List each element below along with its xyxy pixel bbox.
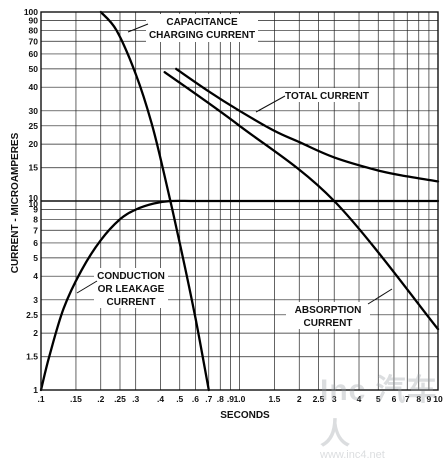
y-tick-label: 4 [33, 271, 38, 281]
y-tick-label: 25 [29, 121, 39, 131]
y-tick-label: 100 [24, 7, 38, 17]
y-tick-label: 40 [29, 82, 39, 92]
annotation-capacitance-line1: CAPACITANCE [166, 17, 238, 28]
y-tick-label: 6 [33, 238, 38, 248]
y-tick-label: 3 [33, 295, 38, 305]
x-tick-label: 1.5 [269, 394, 281, 404]
y-tick-label: 80 [29, 25, 39, 35]
x-tick-label: 2 [297, 394, 302, 404]
y-tick-label: 60 [29, 49, 39, 59]
annotation-capacitance-line2: CHARGING CURRENT [149, 30, 255, 41]
x-tick-label: .2 [97, 394, 104, 404]
x-tick-label: 10 [433, 394, 443, 404]
x-tick-label: 1.0 [234, 394, 246, 404]
x-tick-label: .25 [114, 394, 126, 404]
y-axis-title: CURRENT - MICROAMPERES [10, 132, 21, 273]
y-tick-label: 90 [29, 16, 39, 26]
annotation-capacitance-leader [127, 23, 149, 33]
y-tick-label: 7 [33, 225, 38, 235]
annotation-total: TOTAL CURRENT [255, 88, 370, 113]
x-tick-label: 5 [376, 394, 381, 404]
y-tick-label: 70 [29, 36, 39, 46]
annotation-conduction-line3: CURRENT [107, 297, 156, 308]
y-tick-label: 2.5 [26, 310, 38, 320]
x-axis-title: SECONDS [220, 410, 270, 421]
curves [39, 10, 440, 392]
y-tick-label: 5 [33, 253, 38, 263]
annotation-absorption: ABSORPTION CURRENT [286, 288, 393, 329]
x-tick-label: 6 [392, 394, 397, 404]
y-tick-label: 10 [29, 193, 39, 203]
x-tick-label: .7 [205, 394, 212, 404]
annotation-capacitance: CAPACITANCE CHARGING CURRENT [127, 14, 258, 42]
x-tick-label: 3 [332, 394, 337, 404]
x-tick-label: .15 [70, 394, 82, 404]
x-tick-label: 9 [427, 394, 432, 404]
plot-frame [40, 11, 439, 391]
y-tick-label: 30 [29, 106, 39, 116]
y-tick-label: 2 [33, 328, 38, 338]
annotation-total-leader [255, 95, 286, 113]
conduction-curve [39, 199, 440, 392]
annotation-conduction-leader [76, 280, 98, 294]
x-tick-label: .5 [176, 394, 183, 404]
y-tick-label: 8 [33, 214, 38, 224]
x-tick-label: .4 [157, 394, 164, 404]
y-tick-label: 20 [29, 139, 39, 149]
x-tick-label: 4 [357, 394, 362, 404]
x-tick-label: 7 [405, 394, 410, 404]
annotation-absorption-leader [367, 288, 393, 305]
x-tick-label: .6 [192, 394, 199, 404]
y-tick-label: 10 [29, 199, 39, 209]
x-tick-label: .3 [132, 394, 139, 404]
y-tick-label: 1 [33, 385, 38, 395]
y-tick-label: 1.5 [26, 352, 38, 362]
absorption-curve [163, 71, 440, 331]
tick-labels: .1.15.2.25.3.4.5.6.7.8.9 1.0 1.5 2 2.5 3 4 5 6 7 8… [24, 7, 443, 404]
annotation-total-line1: TOTAL CURRENT [285, 91, 369, 102]
y-tick-label: 15 [29, 163, 39, 173]
capacitance-curve [99, 10, 210, 392]
annotation-absorption-line1: ABSORPTION [295, 305, 362, 316]
y-tick-label: 9 [33, 205, 38, 215]
annotation-conduction-line1: CONDUCTION [97, 271, 165, 282]
y-tick-label: 50 [29, 64, 39, 74]
total-curve [175, 67, 440, 183]
x-tick-label: .1 [37, 394, 44, 404]
annotation-absorption-line2: CURRENT [304, 318, 353, 329]
watermark-url: www.inc4.net [320, 449, 385, 461]
x-tick-label: 2.5 [313, 394, 325, 404]
annotation-conduction-line2: OR LEAKAGE [98, 284, 165, 295]
x-tick-label: 8 [416, 394, 421, 404]
annotation-conduction: CONDUCTION OR LEAKAGE CURRENT [76, 268, 168, 308]
x-tick-label: .8 [217, 394, 224, 404]
chart: .1.15.2.25.3.4.5.6.7.8.9 1.0 1.5 2 2.5 3 4 5 6 7 8… [10, 7, 443, 421]
x-tick-label: .9 [227, 394, 234, 404]
